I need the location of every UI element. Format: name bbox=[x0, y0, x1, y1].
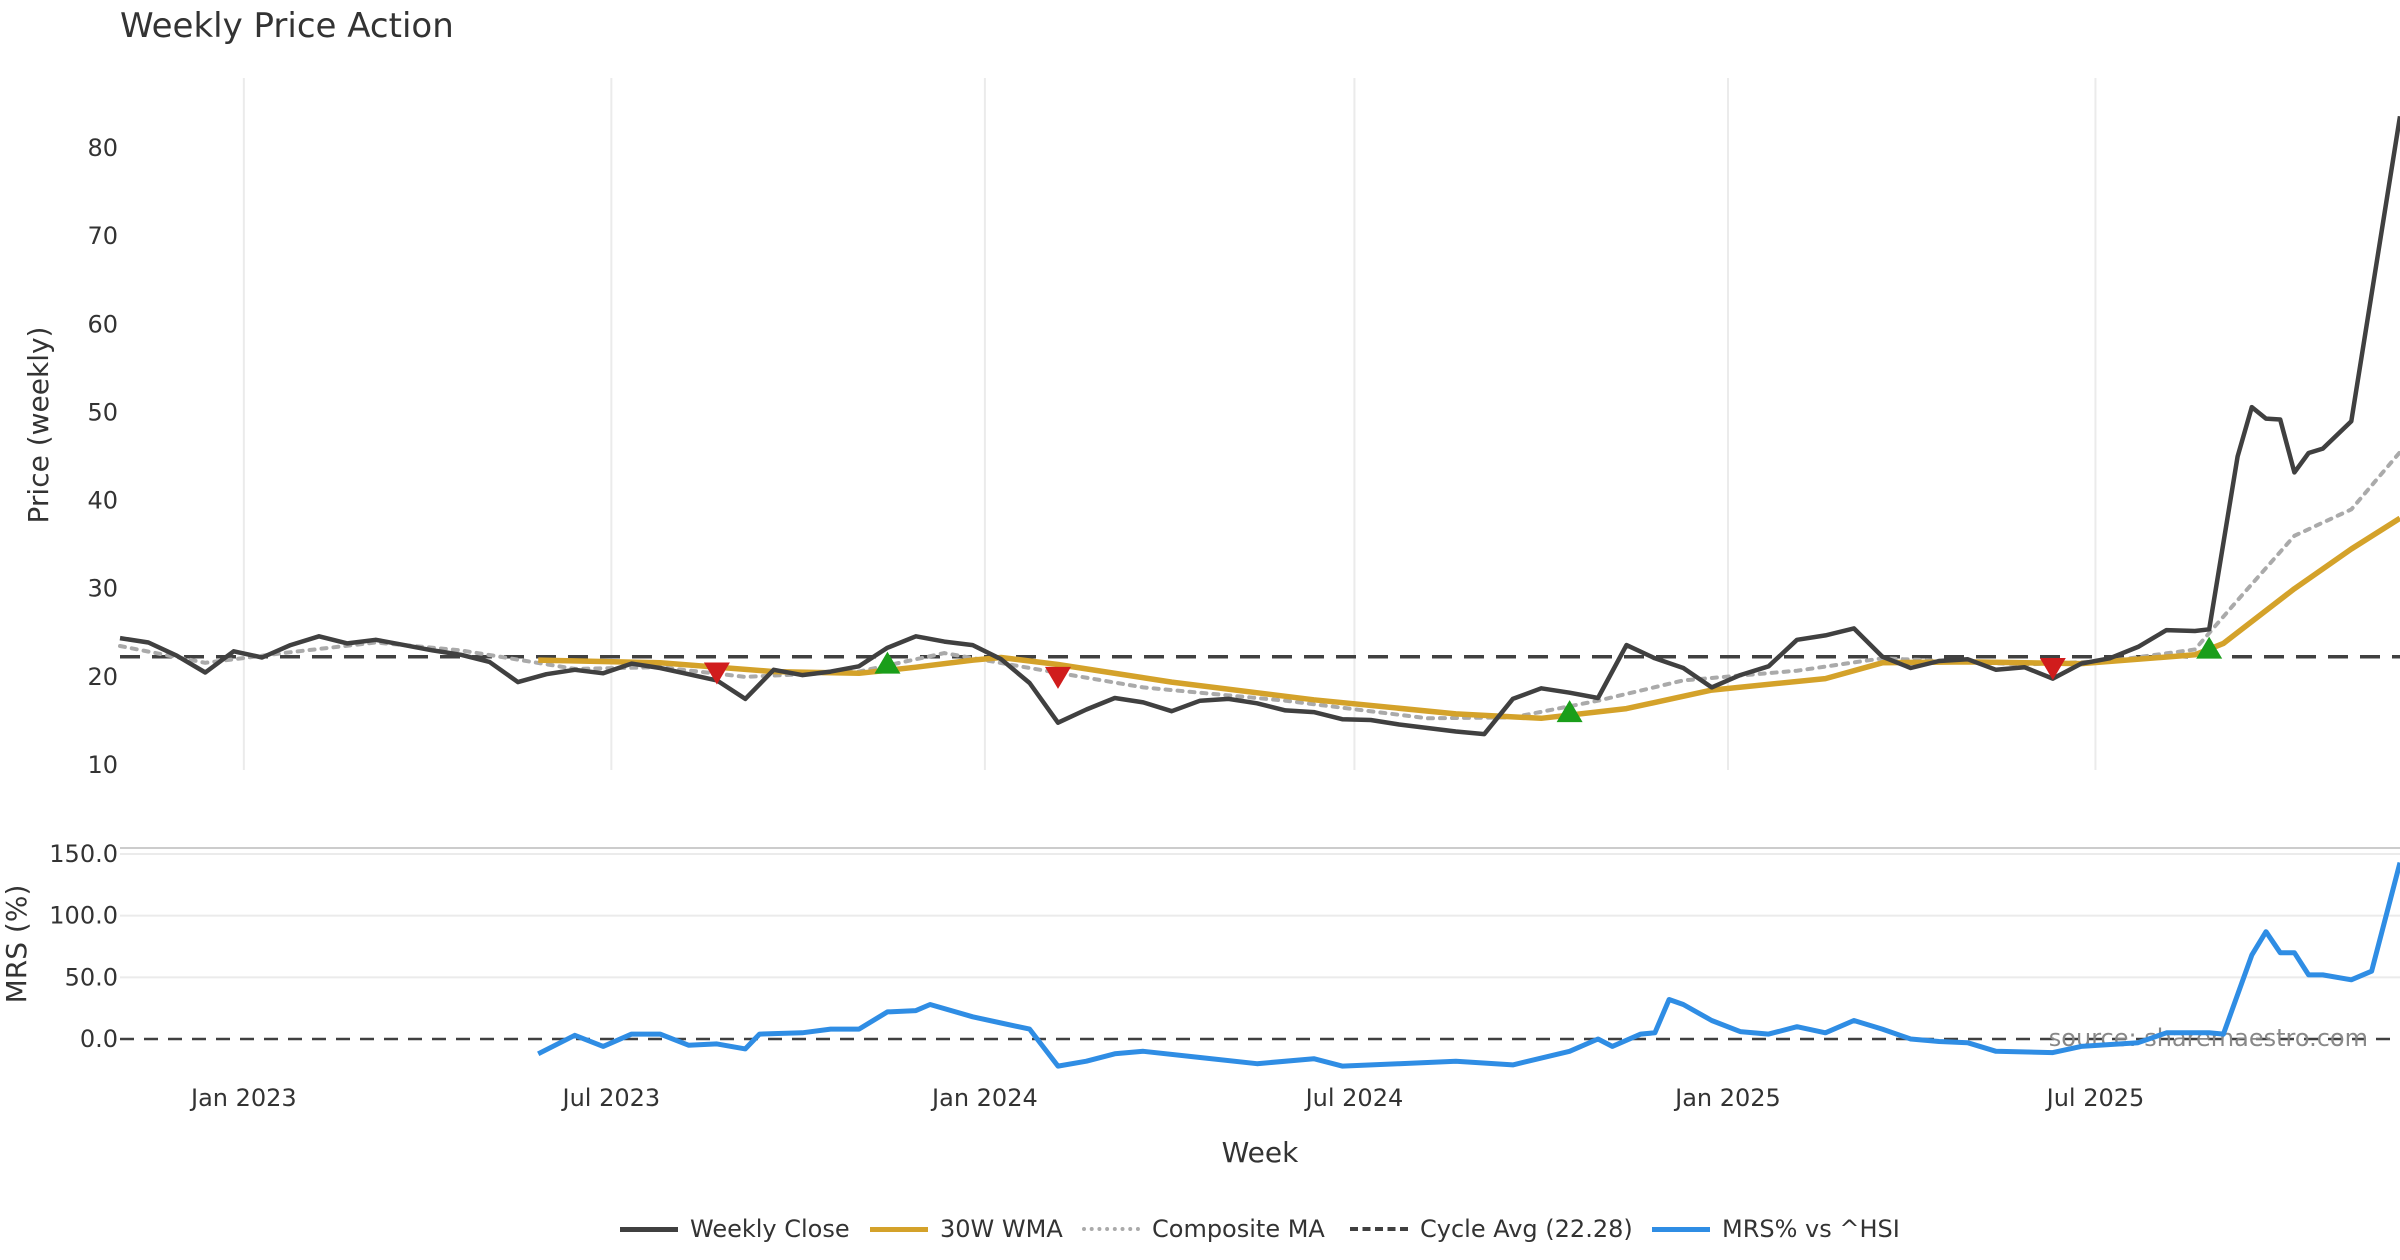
y-tick-label: 10 bbox=[87, 751, 118, 779]
legend-label: Composite MA bbox=[1152, 1215, 1325, 1243]
buy-signal-marker bbox=[874, 651, 901, 674]
legend-label: MRS% vs ^HSI bbox=[1722, 1215, 1900, 1243]
legend-label: 30W WMA bbox=[940, 1215, 1063, 1243]
y-tick-label: 20 bbox=[87, 663, 118, 691]
series-line-weekly-close bbox=[119, 115, 2400, 737]
legend-label: Weekly Close bbox=[690, 1215, 850, 1243]
legend-swatch bbox=[1652, 1226, 1710, 1232]
y-tick-label-mrs: 0.0 bbox=[80, 1025, 118, 1053]
x-axis-title: Week bbox=[1222, 1136, 1299, 1169]
sell-signal-marker bbox=[2039, 658, 2066, 681]
y-tick-label-mrs: 100.0 bbox=[49, 902, 118, 930]
y-tick-label: 60 bbox=[87, 310, 118, 338]
legend-item: 30W WMA bbox=[870, 1209, 1063, 1249]
legend-swatch bbox=[620, 1226, 678, 1232]
sell-signal-marker bbox=[703, 662, 730, 685]
y-tick-label: 40 bbox=[87, 487, 118, 515]
chart-title: Weekly Price Action bbox=[120, 6, 454, 46]
legend-item: Weekly Close bbox=[620, 1209, 850, 1249]
y-tick-label: 50 bbox=[87, 398, 118, 426]
x-tick-label: Jul 2025 bbox=[2045, 1084, 2145, 1112]
y-axis-title-price: Price (weekly) bbox=[22, 327, 55, 524]
series-line-30w-wma bbox=[538, 515, 2400, 722]
x-tick-label: Jan 2025 bbox=[1673, 1084, 1781, 1112]
x-tick-label: Jan 2023 bbox=[189, 1084, 297, 1112]
y-tick-label: 80 bbox=[87, 134, 118, 162]
legend-swatch bbox=[870, 1226, 928, 1232]
series-line-mrs bbox=[537, 861, 2400, 1069]
x-tick-label: Jul 2023 bbox=[560, 1084, 660, 1112]
legend: Weekly Close 30W WMA Composite MA Cycle Avg… bbox=[0, 1209, 2400, 1249]
x-tick-label: Jul 2024 bbox=[1304, 1084, 1404, 1112]
legend-swatch bbox=[1082, 1227, 1140, 1231]
legend-label: Cycle Avg (22.28) bbox=[1420, 1215, 1633, 1243]
legend-item: Cycle Avg (22.28) bbox=[1350, 1209, 1633, 1249]
legend-item: MRS% vs ^HSI bbox=[1652, 1209, 1900, 1249]
series-line-composite-ma bbox=[118, 450, 2400, 721]
y-tick-label-mrs: 50.0 bbox=[65, 963, 118, 991]
x-tick-label: Jan 2024 bbox=[930, 1084, 1038, 1112]
y-tick-label-mrs: 150.0 bbox=[49, 840, 118, 868]
y-tick-label: 70 bbox=[87, 222, 118, 250]
y-axis-title-mrs: MRS (%) bbox=[0, 885, 33, 1004]
sell-signal-marker bbox=[1044, 666, 1071, 689]
y-tick-label: 30 bbox=[87, 575, 118, 603]
legend-item: Composite MA bbox=[1082, 1209, 1325, 1249]
legend-swatch bbox=[1350, 1227, 1408, 1231]
buy-signal-marker bbox=[2196, 636, 2223, 659]
buy-signal-marker bbox=[1556, 700, 1583, 723]
